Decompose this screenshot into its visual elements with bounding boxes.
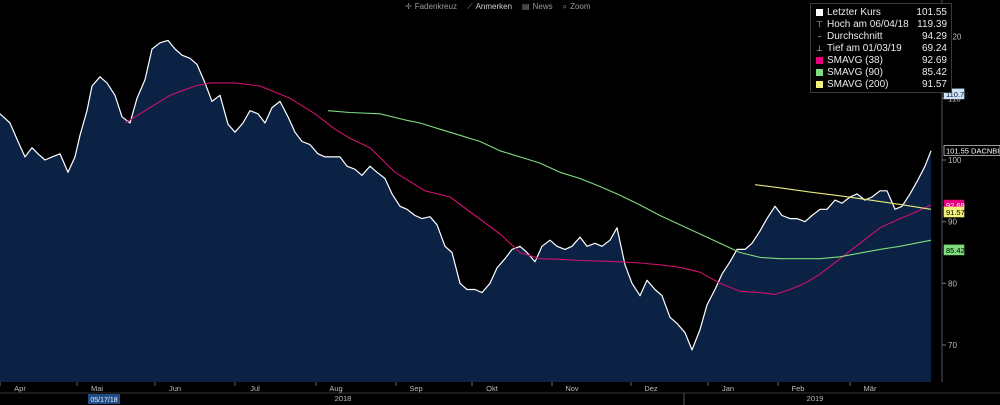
legend-label: Hoch am 06/04/18: [827, 18, 909, 30]
axis-callout-label: 92.69: [946, 201, 965, 210]
toolbar-news-label: News: [532, 2, 553, 11]
legend-value: 69.24: [921, 42, 947, 54]
toolbar-annotate-label: Anmerken: [475, 2, 513, 11]
legend-value: 91.57: [921, 78, 947, 90]
y-tick-label: 90: [948, 218, 957, 227]
x-month-label: Aug: [329, 384, 342, 393]
y-tick-label: 120: [948, 33, 962, 42]
date-marker-label: 05/17/18: [90, 397, 117, 404]
legend-value: 101.55: [916, 6, 947, 18]
axis-callout: [943, 145, 1000, 156]
series-line-price: [0, 39, 932, 351]
x-month-label: Jan: [722, 384, 734, 393]
series-line-smavg-2: [327, 110, 932, 260]
y-tick-label: 70: [948, 341, 957, 350]
axis-callout-label: 101.55 DACNBIO: [946, 146, 1000, 155]
axis-callout: [943, 206, 965, 218]
y-tick-label: 100: [948, 156, 962, 165]
legend-value: 92.69: [921, 54, 947, 66]
toolbar-news[interactable]: ▤ News: [522, 2, 553, 11]
toolbar-annotate[interactable]: ⟋ Anmerken: [467, 2, 512, 12]
crosshair-icon: ✛: [405, 2, 412, 11]
legend-row-average: – Durchschnitt 94.29: [815, 30, 948, 42]
x-month-label: Dez: [644, 384, 658, 393]
legend-row-smavg200: SMAVG (200) 91.57: [815, 78, 947, 90]
axis-callout: [943, 244, 965, 256]
zoom-icon: ⌕: [562, 1, 568, 11]
legend-label: Tief am 01/03/19: [827, 42, 902, 54]
chart-toolbar: ✛ Fadenkreuz ⟋ Anmerken ▤ News ⌕ Zoom: [405, 0, 591, 13]
x-month-label: Sep: [409, 384, 422, 393]
y-tick-label: 80: [948, 279, 957, 288]
axis-callout-label: 85.42: [946, 246, 965, 255]
price-area-fill: [0, 40, 931, 383]
legend-value: 85.42: [921, 66, 947, 78]
toolbar-zoom-label: Zoom: [570, 2, 591, 11]
legend-row-last: Letzter Kurs 101.55: [815, 6, 947, 18]
x-month-label: Feb: [792, 384, 805, 393]
legend-value: 119.39: [917, 18, 947, 30]
legend-swatch-yellow: [816, 80, 823, 88]
toolbar-crosshair[interactable]: ✛ Fadenkreuz: [405, 2, 457, 11]
toolbar-zoom[interactable]: ⌕ Zoom: [563, 2, 591, 12]
x-year-label: 2019: [807, 394, 824, 403]
low-marker-icon: ⊥: [816, 43, 823, 53]
legend-row-smavg90: SMAVG (90) 85.42: [815, 66, 947, 78]
legend-value: 94.29: [921, 30, 947, 42]
x-month-label: Jun: [169, 384, 181, 393]
series-line-smavg-1: [124, 82, 932, 295]
x-month-label: Nov: [565, 384, 579, 393]
series-line-smavg-3: [754, 184, 932, 210]
x-month-label: Okt: [486, 384, 499, 393]
legend-label: SMAVG (90): [827, 66, 883, 78]
x-month-label: Apr: [14, 384, 26, 393]
axis-callout-label: 110.72: [946, 90, 968, 99]
pencil-icon: ⟋: [466, 1, 473, 11]
legend-row-high: ⊤ Hoch am 06/04/18 119.39: [815, 18, 947, 30]
toolbar-crosshair-label: Fadenkreuz: [414, 2, 457, 11]
date-marker-box: [88, 394, 120, 404]
legend-label: Durchschnitt: [827, 30, 883, 42]
legend-row-smavg38: SMAVG (38) 92.69: [815, 54, 947, 66]
x-year-label: 2018: [335, 394, 352, 403]
legend-swatch-magenta: [816, 56, 823, 64]
x-month-label: Jul: [250, 384, 260, 393]
legend-label: Letzter Kurs: [827, 6, 881, 18]
x-month-label: Mär: [864, 384, 877, 393]
axis-callout-label: 91.57: [946, 208, 965, 217]
news-icon: ▤: [522, 2, 530, 11]
high-marker-icon: ⊤: [816, 19, 823, 29]
legend-swatch-green: [816, 68, 823, 76]
legend-swatch-white: [816, 8, 823, 16]
legend-row-low: ⊥ Tief am 01/03/19 69.24: [815, 42, 947, 54]
chart-legend: Letzter Kurs 101.55 ⊤ Hoch am 06/04/18 1…: [810, 3, 952, 93]
legend-label: SMAVG (200): [827, 78, 889, 90]
x-month-label: Mai: [91, 384, 103, 393]
legend-label: SMAVG (38): [827, 54, 883, 66]
axis-callout: [943, 88, 965, 100]
average-dash-icon: –: [817, 31, 822, 41]
